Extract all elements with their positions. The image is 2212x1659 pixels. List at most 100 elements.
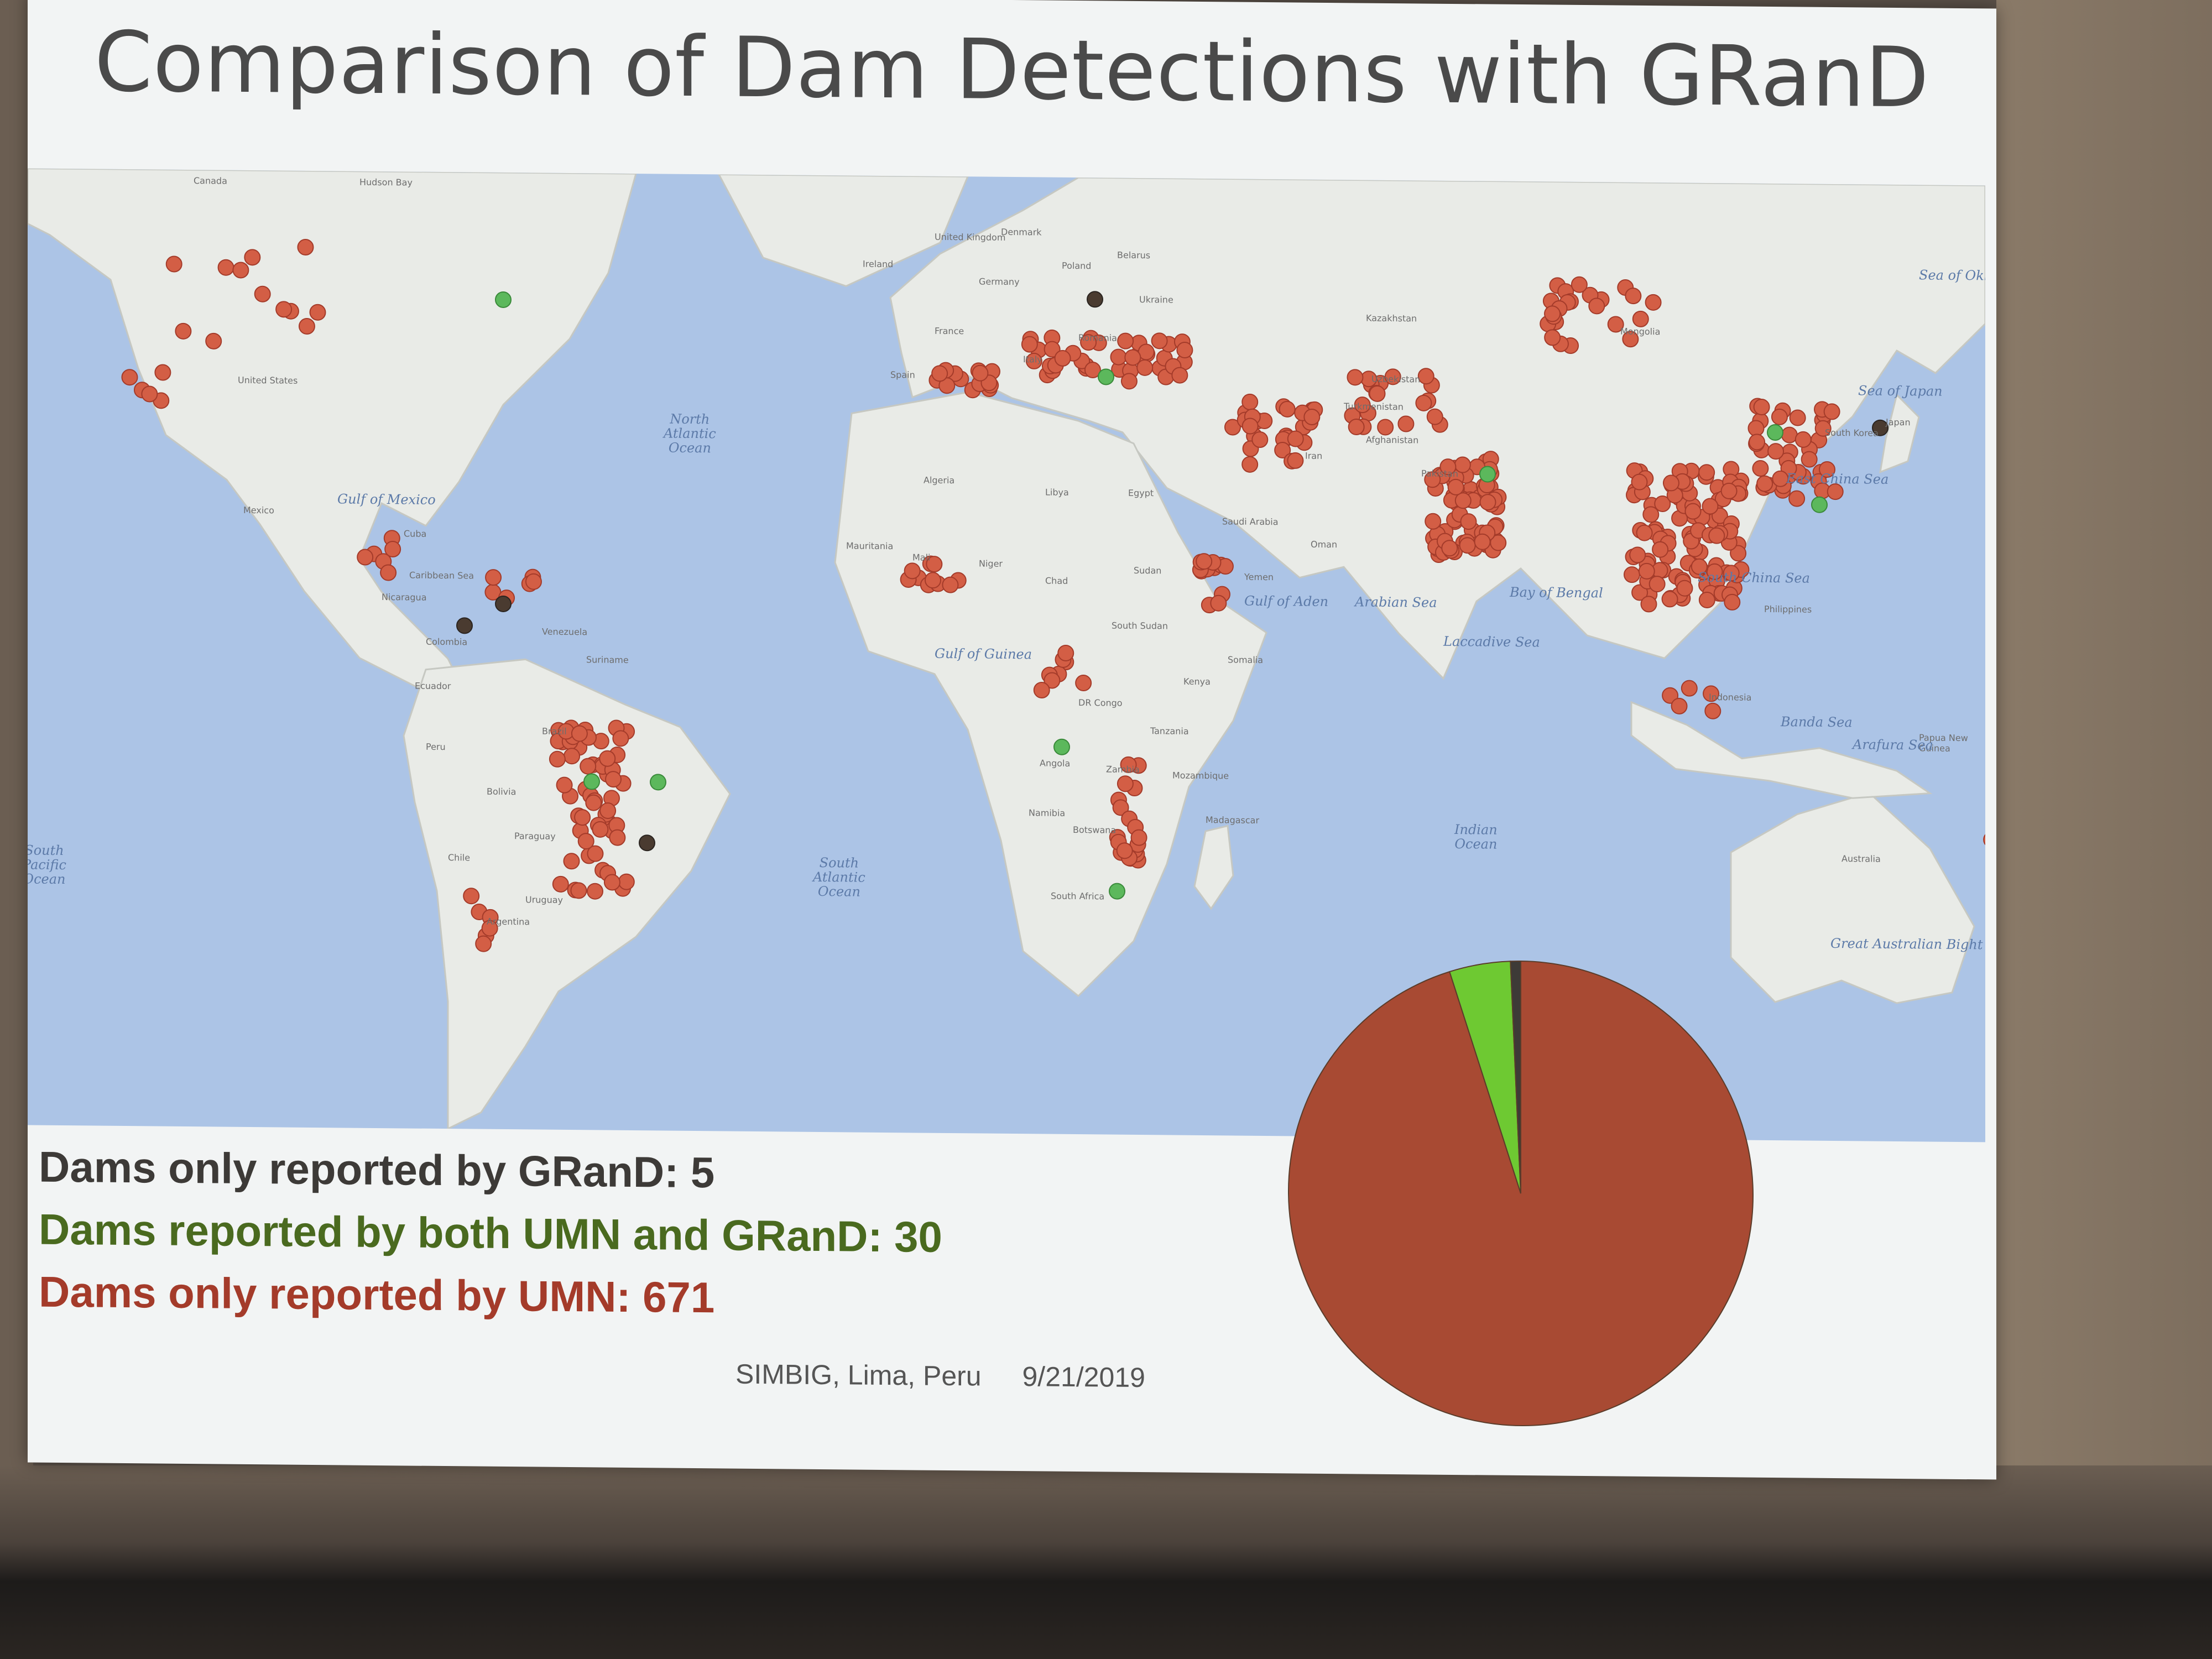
country-label: Belarus — [1117, 249, 1151, 261]
dam-marker-umn-only — [1176, 342, 1193, 359]
dam-marker-umn-only — [1801, 451, 1818, 468]
dam-marker-umn-only — [938, 377, 956, 394]
dam-marker-umn-only — [1730, 545, 1747, 562]
legend-both: Dams reported by both UMN and GRanD: 30 — [39, 1204, 942, 1261]
country-label: Uzbekistan — [1371, 373, 1421, 385]
dam-marker-umn-only — [1354, 397, 1371, 414]
dam-marker-umn-only — [1652, 541, 1669, 558]
dam-marker-umn-only — [1369, 385, 1386, 402]
dam-marker-umn-only — [1691, 558, 1708, 575]
country-label: Chile — [448, 852, 471, 863]
dam-marker-umn-only — [1814, 420, 1832, 437]
dam-marker-umn-only — [165, 255, 182, 273]
dam-marker-umn-only — [1671, 697, 1688, 714]
ocean-label: Arabian Sea — [1355, 594, 1437, 611]
dam-marker-umn-only — [1044, 341, 1061, 358]
country-label: United Kingdom — [935, 231, 1006, 243]
dam-marker-umn-only — [1112, 799, 1129, 816]
footer-venue: SIMBIG, Lima, Peru — [735, 1358, 982, 1392]
country-label: Turkmenistan — [1344, 401, 1404, 413]
dam-marker-umn-only — [1348, 418, 1365, 435]
dam-marker-umn-only — [1120, 373, 1138, 390]
dam-marker-umn-only — [618, 873, 635, 890]
country-label: Argentina — [487, 916, 530, 927]
dam-marker-umn-only — [1676, 580, 1693, 597]
country-label: Colombia — [426, 636, 468, 648]
country-label: Libya — [1045, 487, 1069, 498]
dam-marker-grand-only — [1087, 291, 1103, 308]
dam-marker-umn-only — [1110, 348, 1127, 366]
world-map-svg — [28, 168, 1985, 1130]
dam-marker-umn-only — [1287, 430, 1304, 447]
dam-marker-umn-only — [1303, 409, 1321, 426]
dam-marker-umn-only — [1749, 434, 1766, 451]
dam-marker-umn-only — [577, 833, 594, 850]
dam-marker-umn-only — [1044, 672, 1061, 689]
country-label: Indonesia — [1709, 691, 1752, 703]
country-label: Ireland — [863, 258, 894, 270]
dam-marker-umn-only — [463, 888, 480, 905]
dam-marker-umn-only — [1629, 546, 1646, 564]
dam-marker-umn-only — [254, 285, 271, 302]
country-label: France — [935, 325, 964, 337]
dam-marker-umn-only — [587, 845, 604, 862]
dam-marker-umn-only — [1654, 495, 1671, 513]
country-label: Brazil — [542, 726, 567, 737]
dam-marker-umn-only — [1459, 537, 1476, 554]
dam-marker-umn-only — [357, 549, 374, 566]
dam-marker-umn-only — [1720, 482, 1738, 499]
pie-chart — [1288, 961, 1754, 1427]
dam-marker-umn-only — [244, 249, 261, 266]
dam-marker-umn-only — [609, 829, 626, 846]
dam-marker-umn-only — [217, 259, 234, 276]
dam-marker-umn-only — [1054, 349, 1071, 367]
land-africa — [834, 391, 1267, 998]
ocean-label: East China Sea — [1786, 471, 1889, 487]
dam-marker-umn-only — [1136, 359, 1154, 376]
dam-marker-umn-only — [1474, 533, 1491, 550]
dam-marker-umn-only — [1417, 368, 1434, 385]
dam-marker-umn-only — [1151, 332, 1168, 349]
dam-marker-umn-only — [275, 301, 293, 318]
dam-marker-umn-only — [1607, 316, 1624, 333]
dam-marker-umn-only — [1645, 294, 1662, 311]
dam-marker-umn-only — [1827, 483, 1844, 500]
country-label: Canada — [194, 175, 227, 186]
dam-marker-umn-only — [599, 750, 616, 767]
dam-marker-umn-only — [1698, 464, 1715, 481]
dam-marker-umn-only — [1287, 452, 1304, 469]
country-label: Niger — [979, 558, 1003, 569]
ocean-label: Banda Sea — [1781, 714, 1853, 731]
dam-marker-umn-only — [1588, 298, 1605, 315]
pie-slice-2 — [1510, 961, 1521, 1194]
dam-marker-umn-only — [571, 725, 588, 742]
country-label: Italy — [1023, 354, 1042, 365]
dam-marker-umn-only — [612, 730, 629, 747]
dam-marker-umn-only — [154, 364, 171, 381]
country-label: Spain — [890, 369, 915, 380]
dam-marker-umn-only — [1196, 553, 1213, 570]
dam-marker-umn-only — [1640, 596, 1657, 613]
dam-marker-umn-only — [1747, 420, 1765, 437]
dam-marker-umn-only — [605, 771, 622, 788]
land-south-america — [403, 658, 731, 1130]
dam-marker-umn-only — [1084, 362, 1101, 379]
country-label: Saudi Arabia — [1222, 516, 1279, 528]
dam-marker-umn-only — [585, 794, 602, 811]
dam-marker-umn-only — [1681, 680, 1698, 697]
ocean-label: South China Sea — [1698, 569, 1810, 586]
country-label: Peru — [426, 741, 446, 753]
country-label: Mexico — [243, 504, 274, 516]
land-north-america — [28, 168, 637, 705]
dam-marker-both — [1767, 424, 1783, 441]
dam-marker-umn-only — [475, 935, 492, 952]
dam-marker-both — [1053, 738, 1070, 755]
dam-marker-umn-only — [1116, 842, 1133, 859]
dam-marker-umn-only — [1781, 426, 1798, 444]
country-label: Zambia — [1106, 764, 1140, 775]
land-greenland — [717, 173, 969, 287]
dam-marker-umn-only — [1724, 593, 1741, 611]
country-label: Somalia — [1228, 654, 1264, 665]
country-label: South Sudan — [1112, 620, 1168, 632]
dam-marker-umn-only — [1033, 681, 1050, 698]
